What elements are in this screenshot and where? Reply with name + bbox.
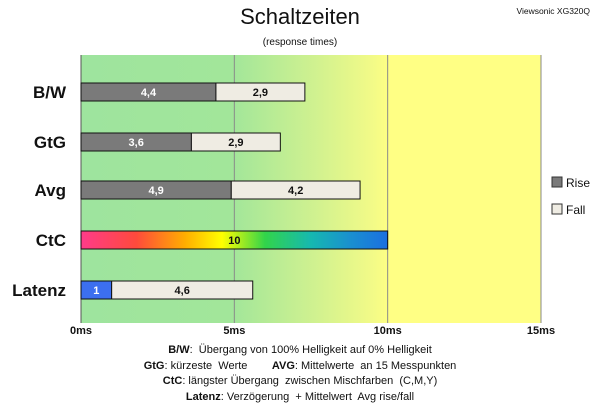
bar-fall-label-4: 4,6 — [175, 285, 190, 297]
bar-rise-label-0: 4,4 — [141, 87, 157, 99]
x-tick-label-1: 5ms — [223, 325, 245, 337]
note-ctc-key: CtC — [162, 375, 183, 387]
x-tick-label-3: 15ms — [527, 325, 555, 337]
note-latenz: Latenz: Verzögerung + Mittelwert Avg ris… — [0, 390, 600, 406]
legend-swatch-0 — [551, 176, 563, 188]
response-time-chart: 4,4 2,9 3,6 2,9 4,9 4,2 10 1 4,6 B/W GtG Avg CtC Lat… — [12, 55, 590, 337]
legend-label-0: Rise — [566, 176, 590, 190]
bar-rise-label-2: 4,9 — [148, 185, 163, 197]
bar-fall-1 — [190, 132, 281, 152]
brand-label: Viewsonic XG320Q — [516, 6, 590, 16]
x-tick-label-2: 10ms — [374, 325, 402, 337]
note-spacer — [247, 360, 271, 372]
note-latenz-text: : Verzögerung + Mittelwert Avg rise/fall — [220, 390, 415, 403]
page-title: Schaltzeiten — [240, 4, 360, 29]
bar-fall-0 — [215, 82, 306, 102]
note-avg-text: : Mittelwerte an 15 Messpunkten — [294, 359, 457, 372]
x-tick-label-0: 0ms — [70, 325, 92, 337]
bar-fall-label-2: 4,2 — [288, 185, 303, 197]
note-gtg-avg: GtG: kürzeste Werte AVG: Mittelwerte an … — [0, 359, 600, 375]
note-bw-key: B/W — [168, 344, 190, 356]
bar-fall-label-1: 2,9 — [228, 137, 243, 149]
bar-fall-2 — [230, 180, 361, 200]
category-label-0: B/W — [33, 83, 67, 102]
legend-label-1: Fall — [566, 203, 585, 217]
note-gtg-key: GtG — [143, 359, 165, 372]
note-avg-key: AVG — [271, 359, 295, 372]
legend-swatch-1 — [551, 203, 563, 215]
bar-fall-4 — [111, 280, 254, 300]
bar-rise-label-1: 3,6 — [129, 137, 144, 149]
bar-rise-3 — [80, 230, 389, 250]
notes: B/W: Übergang von 100% Helligkeit auf 0%… — [0, 343, 600, 405]
note-ctc: CtC: längster Übergang zwischen Mischfar… — [0, 374, 600, 390]
category-label-1: GtG — [34, 133, 66, 152]
note-gtg-text: : kürzeste Werte — [164, 359, 248, 372]
note-bw: B/W: Übergang von 100% Helligkeit auf 0%… — [0, 343, 600, 359]
note-bw-text: : Übergang von 100% Helligkeit auf 0% He… — [189, 344, 432, 356]
category-label-2: Avg — [35, 181, 67, 200]
x-tick-labels: 0ms 5ms 10ms 15ms — [70, 325, 555, 337]
page-subtitle: (response times) — [262, 37, 338, 48]
bars-group: 4,4 2,9 3,6 2,9 4,9 4,2 10 1 4,6 — [80, 82, 389, 300]
bar-rise-label-3: 10 — [228, 235, 240, 247]
bar-rise-label-4: 1 — [93, 285, 99, 297]
category-label-3: CtC — [36, 231, 66, 250]
note-ctc-text: : längster Übergang zwischen Mischfarben… — [182, 375, 438, 387]
category-label-4: Latenz — [12, 281, 66, 300]
note-latenz-key: Latenz — [185, 390, 221, 403]
bar-fall-label-0: 2,9 — [253, 87, 268, 99]
legend: Rise Fall — [551, 176, 590, 217]
category-labels: B/W GtG Avg CtC Latenz — [12, 83, 67, 300]
